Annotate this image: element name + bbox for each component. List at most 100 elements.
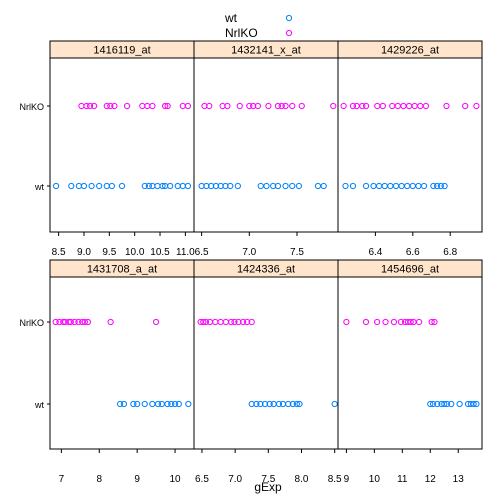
point-wt	[141, 182, 148, 190]
point-wt	[68, 182, 75, 190]
point-wt	[362, 182, 370, 190]
point-wt	[134, 400, 141, 408]
point-wt	[381, 182, 388, 190]
panel-title: 1429226_at	[381, 45, 439, 57]
point-nrlko	[382, 318, 389, 326]
point-wt	[370, 182, 377, 190]
x-tick-label: 6.6	[406, 247, 420, 258]
point-nrlko	[343, 318, 350, 326]
point-nrlko	[231, 318, 238, 326]
point-nrlko	[407, 318, 414, 326]
x-tick-label: 9	[134, 474, 140, 485]
point-nrlko	[379, 102, 386, 110]
point-nrlko	[228, 318, 235, 326]
point-wt	[164, 400, 171, 408]
x-tick-label: 12	[425, 474, 437, 485]
point-wt	[441, 182, 448, 190]
panel-title: 1431708_a_at	[87, 264, 157, 276]
panel-frame	[49, 276, 195, 450]
panel-frame	[49, 57, 195, 233]
legend-marker-nrlko	[285, 29, 293, 37]
panel-3: 1429226_at 6.4 6.6 6.8	[337, 40, 483, 258]
point-nrlko	[431, 318, 438, 326]
point-nrlko	[149, 102, 156, 110]
panel-2: 1432141_x_at 6.5 7.0 7.5	[193, 40, 339, 258]
point-wt	[266, 400, 273, 408]
point-nrlko	[389, 102, 396, 110]
x-tick-label: 10	[369, 474, 381, 485]
x-tick-label: 8.0	[295, 474, 309, 485]
point-nrlko	[298, 102, 305, 110]
panel-title: 1454696_at	[381, 264, 439, 276]
point-nrlko	[289, 102, 296, 110]
x-tick-label: 9.0	[77, 247, 91, 258]
x-tick-label: 7.0	[228, 474, 242, 485]
x-tick-label: 7.0	[242, 247, 256, 258]
point-nrlko	[374, 318, 381, 326]
x-tick-label: 6.4	[368, 247, 382, 258]
x-tick-label: 8.5	[52, 247, 66, 258]
point-nrlko	[217, 318, 224, 326]
x-tick-label: 8	[96, 474, 102, 485]
point-nrlko	[400, 102, 407, 110]
point-nrlko	[349, 102, 357, 110]
point-wt	[392, 182, 400, 190]
x-axis-label: gExp	[254, 480, 282, 494]
point-nrlko	[394, 102, 401, 110]
point-nrlko	[415, 318, 423, 326]
point-wt	[427, 400, 434, 408]
x-tick-label: 6.5	[195, 247, 209, 258]
point-nrlko	[397, 318, 405, 326]
point-wt	[437, 182, 444, 190]
point-wt	[314, 182, 322, 190]
point-wt	[289, 400, 296, 408]
point-wt	[154, 182, 161, 190]
point-nrlko	[184, 102, 192, 110]
point-wt	[130, 400, 137, 408]
x-tick-label: 13	[453, 474, 465, 485]
point-wt	[470, 400, 477, 408]
x-tick-label: 7.5	[261, 474, 275, 485]
point-nrlko	[265, 102, 272, 110]
point-wt	[285, 400, 292, 408]
point-wt	[52, 182, 60, 190]
point-nrlko	[91, 102, 98, 110]
point-wt	[227, 182, 234, 190]
y-tick-label-nrlko: NrlKO	[20, 318, 45, 328]
point-wt	[376, 182, 383, 190]
legend-label-nrlko: NrlKO	[225, 26, 258, 40]
point-wt	[168, 400, 175, 408]
point-wt	[257, 400, 264, 408]
x-tick-label: 8.5	[328, 474, 342, 485]
point-nrlko	[254, 102, 261, 110]
panel-frame	[193, 57, 339, 233]
point-nrlko	[224, 102, 231, 110]
point-wt	[179, 182, 186, 190]
point-wt	[331, 400, 338, 408]
point-nrlko	[422, 102, 429, 110]
point-wt	[117, 400, 124, 408]
panel-5: 1424336_at 6.5 7.0 7.5 8.0 8.5	[193, 259, 342, 485]
point-nrlko	[411, 102, 418, 110]
legend-marker-wt	[285, 14, 293, 22]
point-wt	[289, 182, 296, 190]
point-wt	[171, 400, 179, 408]
point-wt	[149, 400, 156, 408]
point-wt	[184, 182, 192, 190]
panel-4: 1431708_a_at 7 8 9 10	[49, 259, 195, 485]
point-wt	[248, 400, 255, 408]
point-nrlko	[75, 318, 82, 326]
point-wt	[154, 400, 162, 408]
x-tick-label: 11.0	[176, 247, 195, 258]
point-wt	[420, 182, 428, 190]
panel-frame	[193, 276, 339, 450]
point-wt	[295, 182, 303, 190]
point-wt	[349, 182, 357, 190]
panel-frame	[337, 276, 483, 450]
point-wt	[103, 182, 110, 190]
y-tick-label-wt: wt	[34, 400, 44, 410]
point-wt	[274, 182, 282, 190]
y-tick-label-nrlko: NrlKO	[20, 102, 45, 112]
point-wt	[434, 400, 441, 408]
